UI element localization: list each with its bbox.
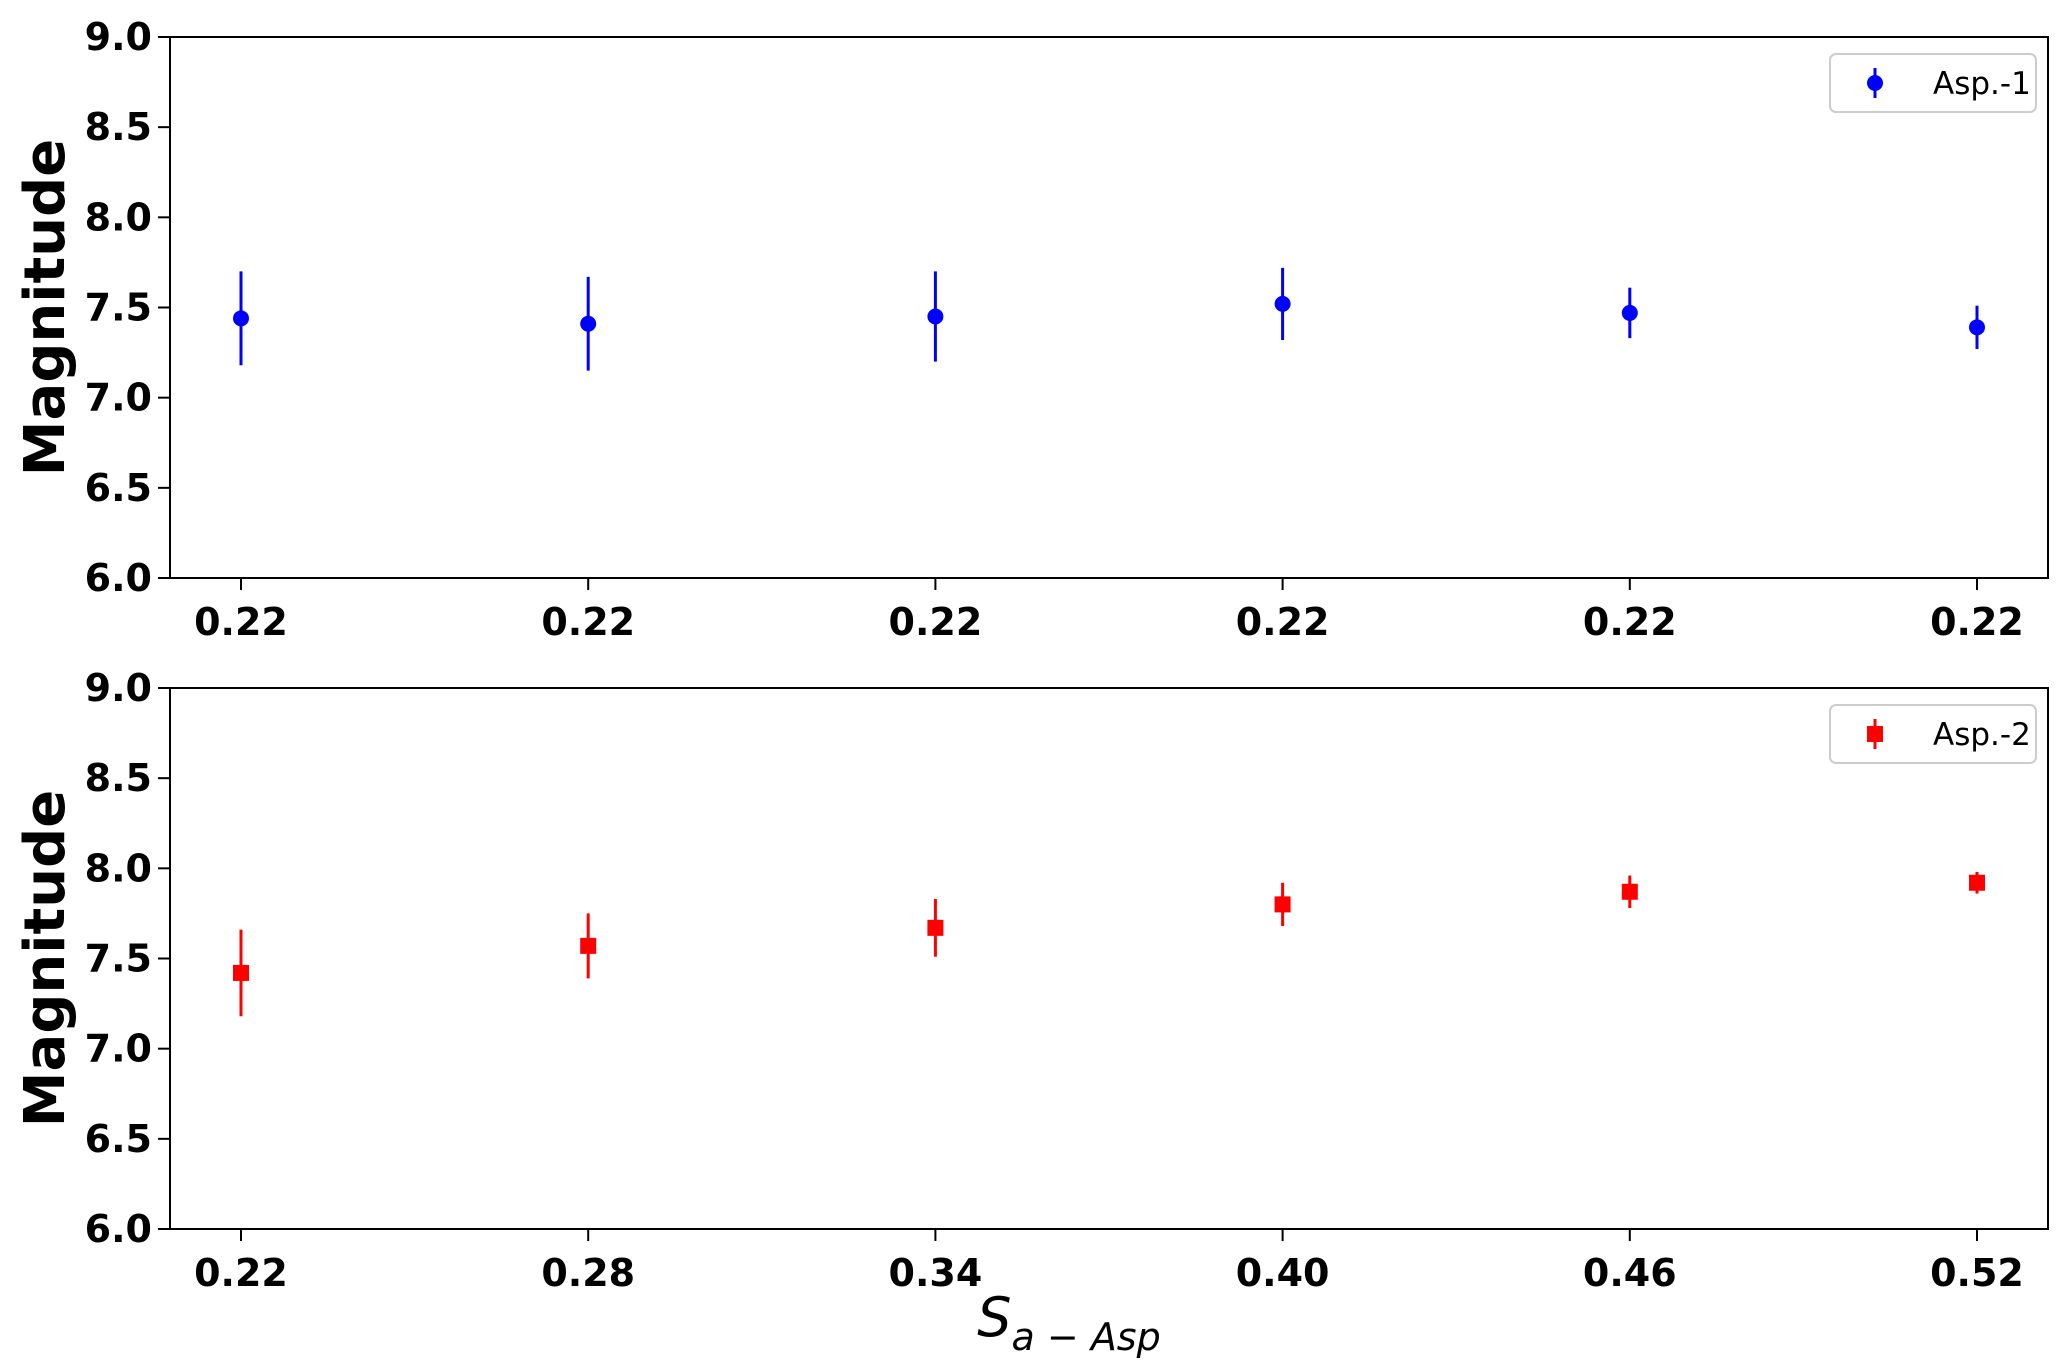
y-tick-label: 6.5 — [85, 466, 152, 510]
legend-box — [1829, 704, 2037, 764]
data-point — [1969, 874, 1985, 891]
data-point — [927, 919, 944, 936]
y-tick-label: 7.0 — [85, 376, 152, 420]
legend-marker — [1867, 75, 1883, 91]
plot-frame — [169, 687, 2049, 1230]
data-point — [580, 937, 597, 954]
y-axis-label: Magnitude — [13, 139, 78, 476]
x-tick-label: 0.28 — [541, 1251, 635, 1295]
legend-label: Asp.-1 — [1933, 66, 2031, 102]
data-point — [1274, 896, 1291, 913]
data-point — [1969, 319, 1985, 336]
data-point — [233, 310, 249, 327]
y-tick-label: 6.5 — [85, 1117, 152, 1161]
x-tick-label: 0.22 — [194, 1251, 288, 1295]
plot-frame — [169, 36, 2049, 579]
y-tick-label: 8.0 — [85, 195, 152, 239]
y-tick-label: 6.0 — [85, 556, 152, 600]
x-tick-label: 0.22 — [1583, 600, 1677, 644]
legend-label: Asp.-2 — [1933, 717, 2031, 753]
x-tick-label: 0.22 — [889, 600, 983, 644]
y-tick-label: 8.0 — [85, 846, 152, 890]
x-tick-label: 0.46 — [1583, 1251, 1677, 1295]
x-tick-label: 0.40 — [1236, 1251, 1330, 1295]
data-point — [927, 308, 944, 325]
x-tick-label: 0.22 — [1236, 600, 1330, 644]
chart-panel-2: 6.0 6.5 7.0 7.5 8.0 8.5 9.0 0.22 0.28 0.34 0.40 0.4… — [13, 666, 2049, 1359]
data-point — [580, 315, 597, 332]
y-tick-label: 8.5 — [85, 756, 152, 800]
y-tick-label: 8.5 — [85, 105, 152, 149]
chart-panel-1: 6.0 6.5 7.0 7.5 8.0 8.5 9.0 0.22 0.22 0.22 0.22 0.2… — [13, 15, 2049, 644]
legend-box — [1829, 53, 2037, 113]
legend: Asp.-1 — [1829, 53, 2037, 113]
x-tick-label: 0.22 — [194, 600, 288, 644]
y-tick-label: 9.0 — [85, 666, 152, 710]
data-point — [233, 964, 249, 981]
y-tick-label: 7.0 — [85, 1027, 152, 1071]
y-tick-label: 7.5 — [85, 937, 152, 981]
legend-marker — [1867, 726, 1883, 742]
x-tick-label: 0.22 — [541, 600, 635, 644]
y-tick-label: 7.5 — [85, 286, 152, 330]
legend: Asp.-2 — [1829, 704, 2037, 764]
data-point — [1621, 304, 1638, 321]
y-axis-label: Magnitude — [13, 790, 78, 1127]
x-axis-label: Sa − Asp — [977, 1286, 1160, 1359]
x-tick-label: 0.22 — [1930, 600, 2024, 644]
x-tick-label: 0.52 — [1930, 1251, 2024, 1295]
y-tick-label: 9.0 — [85, 15, 152, 59]
x-tick-label: 0.34 — [889, 1251, 983, 1295]
data-point — [1274, 295, 1291, 312]
y-tick-label: 6.0 — [85, 1207, 152, 1251]
data-point — [1621, 883, 1638, 900]
